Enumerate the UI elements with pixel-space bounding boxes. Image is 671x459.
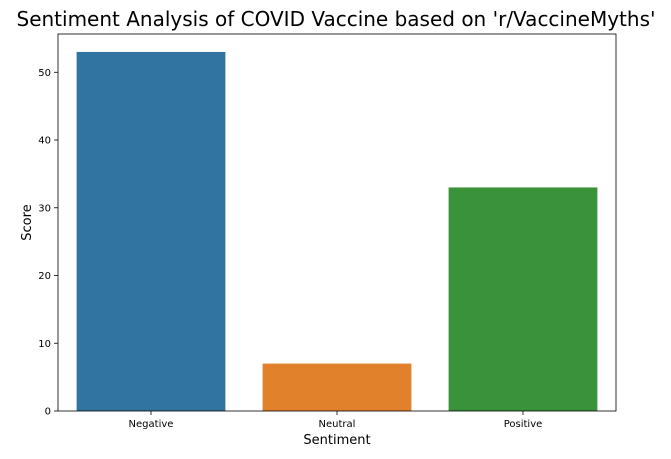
y-axis-label: Score: [20, 204, 35, 240]
x-tick-label: Positive: [504, 419, 543, 430]
x-tick-label: Neutral: [319, 419, 356, 430]
bars-group: [76, 51, 598, 411]
x-axis-label: Sentiment: [303, 433, 370, 448]
x-axis: Negative Neutral Positive: [129, 411, 543, 430]
bar-neutral: [262, 363, 412, 411]
bar-negative: [76, 51, 226, 411]
y-axis: 0 10 20 30 40 50: [38, 68, 58, 418]
x-tick-label: Negative: [129, 419, 174, 430]
y-tick-label: 10: [38, 339, 51, 350]
y-tick-label: 20: [38, 271, 51, 282]
y-tick-label: 40: [38, 136, 51, 147]
y-tick-label: 0: [45, 407, 51, 418]
chart-title: Sentiment Analysis of COVID Vaccine base…: [17, 7, 656, 31]
y-tick-label: 50: [38, 68, 51, 79]
y-tick-label: 30: [38, 203, 51, 214]
plot-frame: [57, 33, 617, 412]
bar-positive: [448, 187, 598, 411]
